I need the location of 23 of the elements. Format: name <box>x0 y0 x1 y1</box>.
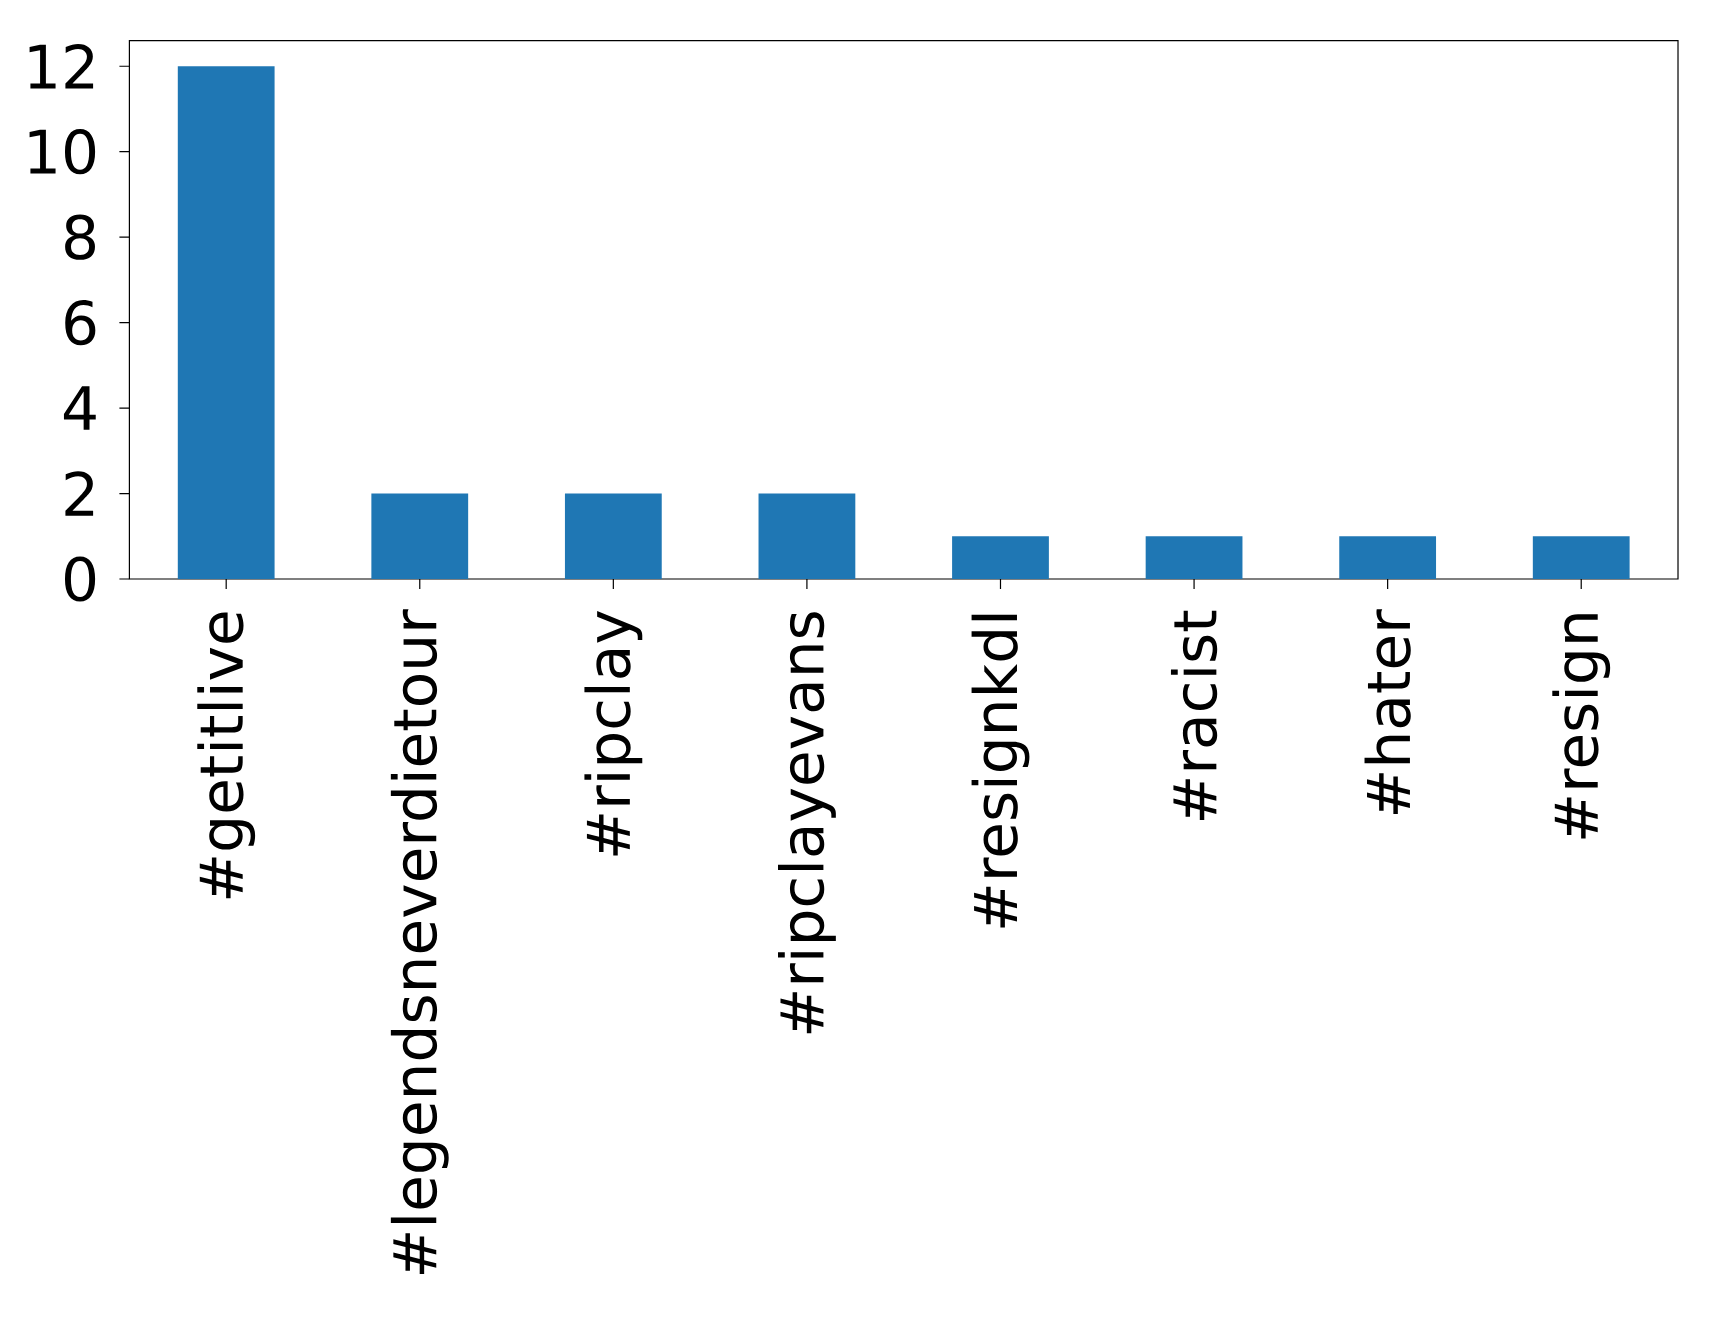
x-tick-label: #legendsneverdietour <box>390 609 449 1275</box>
bar <box>371 493 469 579</box>
y-tick-label: 0 <box>64 556 96 602</box>
y-tick-label: 8 <box>65 214 95 260</box>
bar <box>1532 536 1630 579</box>
x-tick-label: #racist <box>1170 610 1218 821</box>
bar <box>1145 536 1243 579</box>
bar <box>1339 536 1437 579</box>
y-tick-label: 4 <box>63 386 96 430</box>
y-tick-label: 2 <box>65 471 94 516</box>
bar <box>564 493 662 579</box>
x-tick-label: #getitlive <box>197 612 256 899</box>
y-tick-label: 12 <box>29 44 94 89</box>
x-tick-label: #resignkdl <box>971 614 1030 928</box>
bar <box>177 66 275 579</box>
bar <box>758 493 856 579</box>
y-tick-label: 10 <box>29 129 96 175</box>
x-tick-label: #hater <box>1364 609 1411 815</box>
x-tick-label: #ripclay <box>584 611 643 856</box>
y-tick-label: 6 <box>65 300 96 346</box>
bar <box>952 536 1049 579</box>
x-tick-label: #resign <box>1552 614 1611 839</box>
x-tick-label: #ripclayevans <box>778 612 836 1034</box>
